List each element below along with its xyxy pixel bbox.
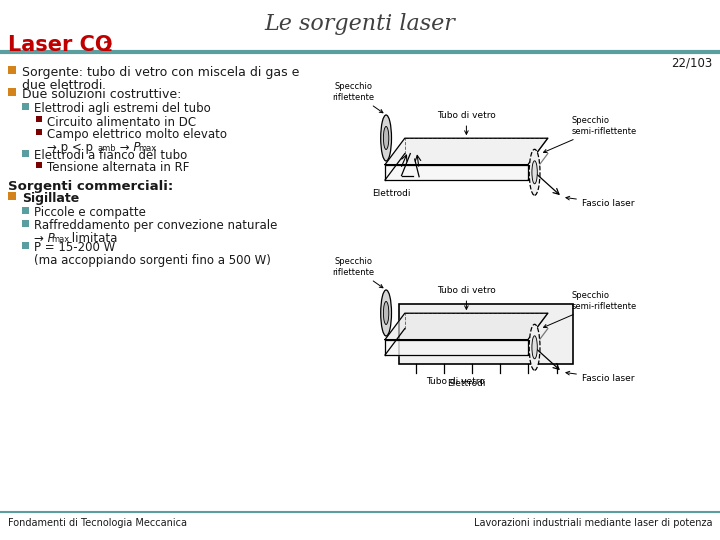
Text: Elettrodi a fianco del tubo: Elettrodi a fianco del tubo — [34, 149, 187, 162]
Text: Specchio
riflettente: Specchio riflettente — [332, 257, 383, 288]
Text: 2: 2 — [103, 40, 113, 54]
Text: Piccole e compatte: Piccole e compatte — [34, 206, 146, 219]
Ellipse shape — [384, 301, 389, 325]
Polygon shape — [385, 340, 528, 355]
Text: Lavorazioni industriali mediante laser di potenza: Lavorazioni industriali mediante laser d… — [474, 518, 712, 528]
Text: → P: → P — [116, 141, 140, 154]
Text: Sorgenti commerciali:: Sorgenti commerciali: — [8, 180, 174, 193]
Text: Specchio
semi-riflettente: Specchio semi-riflettente — [544, 116, 637, 153]
Text: max: max — [138, 144, 156, 153]
Ellipse shape — [381, 115, 392, 161]
Text: Sigillate: Sigillate — [22, 192, 79, 205]
Bar — [22, 103, 29, 110]
Ellipse shape — [532, 161, 537, 184]
Text: Le sorgenti laser: Le sorgenti laser — [264, 13, 456, 35]
Text: Due soluzioni costruttive:: Due soluzioni costruttive: — [22, 88, 181, 101]
Polygon shape — [385, 313, 548, 340]
Text: Specchio
riflettente: Specchio riflettente — [332, 82, 383, 113]
Text: amb: amb — [97, 144, 116, 153]
Text: Tubo di vetro: Tubo di vetro — [437, 286, 496, 309]
Text: (ma accoppiando sorgenti fino a 500 W): (ma accoppiando sorgenti fino a 500 W) — [34, 254, 271, 267]
Text: P = 15-200 W: P = 15-200 W — [34, 241, 115, 254]
Ellipse shape — [532, 336, 537, 359]
Bar — [400, 305, 573, 364]
Bar — [22, 206, 29, 213]
Text: → p < p: → p < p — [47, 141, 93, 154]
Bar — [8, 66, 16, 74]
Bar — [36, 129, 42, 135]
Text: Raffreddamento per convezione naturale: Raffreddamento per convezione naturale — [34, 219, 277, 232]
Bar — [22, 150, 29, 157]
Text: Elettrodi: Elettrodi — [372, 189, 411, 198]
Text: max: max — [51, 235, 69, 244]
Text: Tensione alternata in RF: Tensione alternata in RF — [47, 161, 189, 174]
Text: Elettrodi: Elettrodi — [447, 379, 486, 388]
Bar — [22, 219, 29, 226]
Text: Circuito alimentato in DC: Circuito alimentato in DC — [47, 116, 196, 129]
Text: Fascio laser: Fascio laser — [566, 197, 634, 208]
Text: Laser CO: Laser CO — [8, 35, 112, 55]
Ellipse shape — [384, 126, 389, 150]
Ellipse shape — [529, 149, 540, 195]
Text: Elettrodi agli estremi del tubo: Elettrodi agli estremi del tubo — [34, 102, 211, 115]
Bar — [8, 192, 16, 200]
Text: Specchio
semi-riflettente: Specchio semi-riflettente — [544, 291, 637, 328]
Text: Fascio laser: Fascio laser — [566, 372, 634, 383]
Ellipse shape — [381, 290, 392, 336]
Bar — [8, 88, 16, 96]
Text: Tubo di vetro: Tubo di vetro — [437, 111, 496, 134]
Text: limitata: limitata — [68, 232, 117, 245]
Text: Fondamenti di Tecnologia Meccanica: Fondamenti di Tecnologia Meccanica — [8, 518, 187, 528]
Bar — [36, 116, 42, 122]
Text: 22/103: 22/103 — [671, 56, 712, 69]
Text: due elettrodi: due elettrodi — [22, 79, 102, 92]
Text: Sorgente: tubo di vetro con miscela di gas e: Sorgente: tubo di vetro con miscela di g… — [22, 66, 300, 79]
Polygon shape — [385, 165, 528, 180]
Text: Campo elettrico molto elevato: Campo elettrico molto elevato — [47, 128, 227, 141]
Text: Tubo di vetro: Tubo di vetro — [426, 377, 485, 386]
Bar — [36, 162, 42, 168]
Bar — [22, 241, 29, 248]
Text: → P: → P — [34, 232, 55, 245]
Ellipse shape — [529, 325, 540, 370]
Polygon shape — [385, 138, 548, 165]
